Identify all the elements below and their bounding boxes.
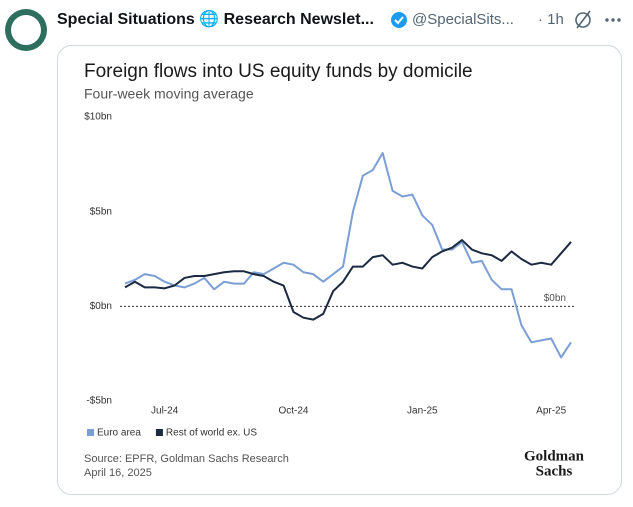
legend-swatch [87,429,94,436]
avatar-inner [11,15,41,45]
y-tick-label: $5bn [90,206,112,217]
y-tick-label: $10bn [84,112,112,123]
logo: Goldman [524,448,585,464]
grok-slash [576,10,591,29]
chart-subtitle: Four-week moving average [84,86,254,102]
zero-label: $0bn [544,293,566,304]
author-name[interactable]: Special Situations 🌐 Research Newslet... [57,9,374,28]
grok-icon[interactable] [575,12,591,28]
author-handle[interactable]: @SpecialSits... [412,11,514,28]
verified-check [394,16,404,25]
x-tick-label: Apr-25 [536,406,566,417]
x-tick-label: Jul-24 [151,406,179,417]
y-tick-label: $0bn [90,301,112,312]
x-tick-label: Oct-24 [278,406,308,417]
legend-label: Rest of world ex. US [166,428,257,439]
line-series [124,151,572,359]
legend-swatch [155,429,163,436]
source: Source: EPFR, Goldman Sachs Research [84,453,289,465]
x-tick-label: Jan-25 [407,406,438,417]
logo: Sachs [536,463,573,479]
legend-label: Euro area [97,428,141,439]
post-time[interactable]: · 1h [538,11,564,28]
line-series [124,239,572,321]
date: April 16, 2025 [84,467,152,479]
verified-badge [391,12,407,28]
more-button[interactable] [605,18,621,22]
chart-title: Foreign flows into US equity funds by do… [84,61,473,82]
y-tick-label: -$5bn [86,396,112,407]
